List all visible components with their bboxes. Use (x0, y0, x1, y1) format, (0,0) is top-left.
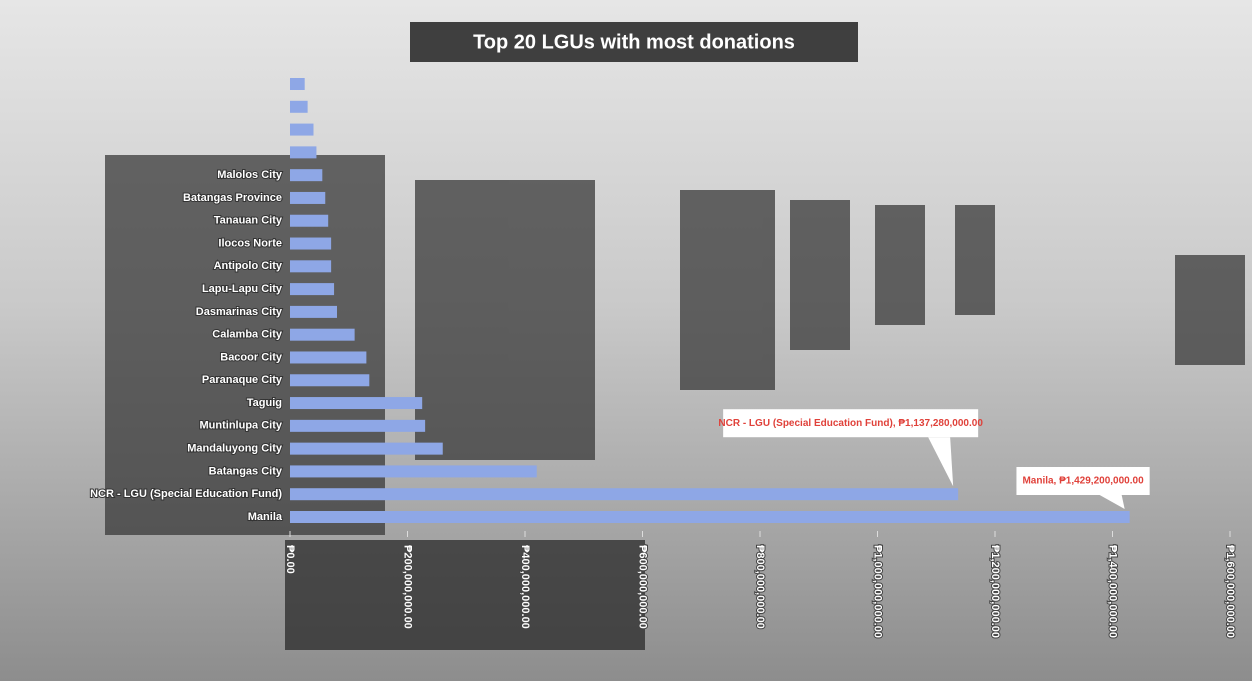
y-tick-label: Batangas Province (183, 192, 282, 204)
callout-box (723, 409, 979, 438)
bar (290, 442, 443, 455)
bar (290, 283, 335, 296)
bar (290, 488, 959, 501)
callout-pointer (928, 437, 954, 487)
bar (290, 214, 329, 227)
x-tick-label: ₱1,200,000,000.00 (989, 545, 1001, 638)
x-tick-label: ₱0.00 (284, 545, 296, 574)
x-tick-label: ₱800,000,000.00 (754, 545, 766, 629)
bar (290, 146, 317, 159)
y-tick-label: Malolos City (217, 169, 283, 181)
bar (290, 78, 305, 90)
x-tick-label: ₱1,400,000,000.00 (1107, 545, 1119, 638)
y-tick-label: NCR - LGU (Special Education Fund) (90, 488, 282, 500)
y-tick-label: Bacoor City (220, 351, 283, 363)
y-tick-label: Antipolo City (214, 260, 283, 272)
bar (290, 374, 370, 387)
bar (290, 260, 332, 273)
y-tick-label: Mandaluyong City (187, 443, 283, 455)
bar (290, 511, 1130, 523)
y-tick-label: Lapu-Lapu City (202, 283, 283, 295)
y-tick-label: Muntinlupa City (200, 420, 283, 432)
background-monitors (105, 155, 1245, 650)
bar (290, 100, 308, 113)
data-callout: NCR - LGU (Special Education Fund), ₱1,1… (718, 409, 983, 487)
x-tick-label: ₱1,600,000,000.00 (1224, 545, 1236, 638)
bar (290, 328, 355, 341)
bar (290, 169, 323, 182)
x-tick-label: ₱200,000,000.00 (402, 545, 414, 629)
bar (290, 465, 537, 478)
data-label: NCR - LGU (Special Education Fund), ₱1,1… (718, 418, 983, 429)
data-callout: Manila, ₱1,429,200,000.00 (1016, 467, 1150, 509)
x-tick-label: ₱1,000,000,000.00 (872, 545, 884, 638)
title-box (410, 22, 858, 62)
y-tick-label: Ilocos Norte (218, 237, 282, 249)
x-tick-label: ₱600,000,000.00 (637, 545, 649, 629)
callout-box (1016, 467, 1150, 495)
y-tick-label: Taguig (247, 397, 282, 409)
data-label: Manila, ₱1,429,200,000.00 (1022, 476, 1144, 487)
x-tick-label: ₱400,000,000.00 (519, 545, 531, 629)
bar (290, 123, 314, 136)
y-tick-label: Tanauan City (214, 215, 283, 227)
bar (290, 237, 332, 250)
callout-pointer (1099, 495, 1125, 509)
y-tick-label: Manila (248, 511, 283, 523)
y-tick-label: Dasmarinas City (196, 306, 283, 318)
y-tick-label: Batangas City (209, 465, 283, 477)
bar (290, 419, 426, 432)
chart-title: Top 20 LGUs with most donations (473, 31, 795, 53)
y-tick-label: Calamba City (212, 329, 283, 341)
y-tick-label: Paranaque City (202, 374, 283, 386)
bar (290, 351, 367, 364)
bar (290, 397, 423, 410)
bar (290, 305, 337, 318)
bar (290, 191, 326, 204)
